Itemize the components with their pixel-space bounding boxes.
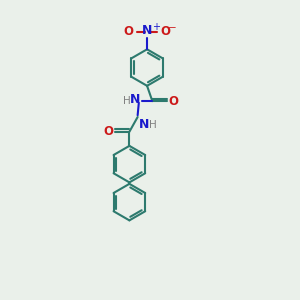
Text: N: N [142,24,152,37]
Text: N: N [130,93,140,106]
Text: +: + [152,22,160,32]
Text: O: O [124,25,134,38]
Text: O: O [103,125,113,138]
Text: H: H [149,120,157,130]
Text: O: O [169,94,179,108]
Text: O: O [160,25,171,38]
Text: −: − [168,22,176,32]
Text: N: N [139,118,149,130]
Text: H: H [123,96,131,106]
